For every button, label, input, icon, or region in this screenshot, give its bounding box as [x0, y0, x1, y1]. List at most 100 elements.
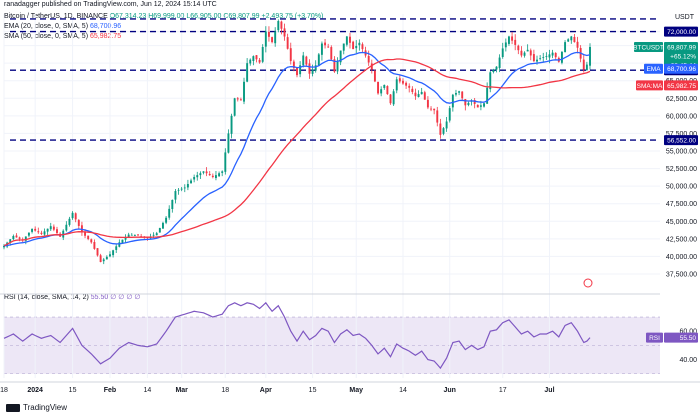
candle-body — [573, 36, 576, 43]
candle-body — [158, 228, 161, 233]
candle-body — [398, 78, 401, 82]
candle-body — [137, 234, 139, 236]
candle-body — [277, 21, 280, 31]
sma-legend[interactable]: SMA (50, close, 0, SMA, 5) 65,982.75 — [4, 32, 121, 42]
candle-body — [392, 91, 395, 105]
candle-body — [380, 89, 383, 94]
candle-body — [545, 56, 548, 57]
candle-body — [330, 47, 333, 60]
rsi-tick-label: 40.00 — [679, 357, 697, 364]
candle-body — [386, 86, 389, 95]
candle-body — [296, 67, 298, 76]
candle-body — [389, 94, 392, 104]
x-tick-label: Mar — [175, 387, 188, 394]
candle-body — [289, 48, 292, 62]
candle-body — [264, 31, 267, 47]
candle-body — [99, 255, 102, 263]
sma-badge-bg — [664, 80, 698, 91]
x-tick-label: 18 — [0, 387, 8, 394]
candle-body — [27, 232, 30, 236]
candle-body — [34, 228, 37, 231]
candle-body — [302, 55, 305, 66]
candle-body — [105, 256, 108, 260]
y-tick-label: 37,500.00 — [666, 271, 697, 278]
candle-body — [560, 51, 563, 63]
candle-body — [258, 59, 261, 63]
candle-body — [130, 234, 133, 236]
candle-body — [417, 94, 420, 97]
candle-body — [124, 237, 127, 240]
candle-body — [261, 47, 264, 62]
candle-body — [520, 50, 523, 56]
candle-body — [414, 92, 417, 97]
candle-body — [585, 64, 588, 71]
candle-body — [576, 41, 579, 48]
ema-tag-text: EMA — [646, 66, 661, 73]
symbol-title[interactable]: Bitcoin / TetherUS, 1D, BINANCE — [4, 13, 108, 20]
x-tick-label: Jul — [544, 387, 554, 394]
candle-body — [420, 91, 423, 95]
candle-body — [324, 42, 327, 46]
candle-body — [186, 184, 189, 188]
y-tick-label: 62,500.00 — [666, 96, 697, 103]
candle-body — [448, 108, 451, 121]
candle-body — [299, 65, 302, 75]
candle-body — [461, 91, 464, 99]
rsi-tag-bg — [646, 332, 663, 343]
event-flag-icon — [583, 278, 593, 288]
candle-body — [224, 152, 227, 172]
candle-body — [305, 56, 308, 65]
candle-body — [84, 231, 87, 236]
candle-body — [489, 72, 492, 90]
tradingview-watermark[interactable]: TradingView — [6, 403, 67, 412]
y-tick-label: 42,500.00 — [666, 236, 697, 243]
candle-body — [476, 104, 479, 108]
sma-tag-bg — [636, 80, 663, 91]
candle-body — [367, 56, 370, 63]
candle-body — [96, 248, 99, 256]
candle-body — [345, 36, 348, 45]
misc-layer — [583, 278, 593, 288]
candle-body — [190, 180, 192, 184]
candle-body — [339, 50, 342, 63]
x-tick-label: Jun — [444, 387, 456, 394]
candle-body — [308, 63, 311, 74]
candle-body — [202, 171, 205, 173]
candle-body — [564, 42, 567, 52]
level-badge-bg — [664, 26, 698, 37]
x-tick-label: Apr — [260, 387, 272, 394]
ema-legend[interactable]: EMA (20, close, 0, SMA, 5) 68,700.96 — [4, 22, 121, 32]
candle-body — [402, 80, 404, 84]
candle-body — [109, 254, 111, 257]
candle-body — [286, 37, 289, 49]
candle-body — [252, 56, 255, 62]
candle-body — [233, 98, 236, 116]
candle-body — [292, 61, 295, 69]
candle-body — [483, 103, 485, 107]
candle-body — [118, 242, 121, 247]
candle-body — [87, 235, 90, 240]
candle-body — [31, 228, 34, 232]
ema-legend-label: EMA (20, close, 0, SMA, 5) — [4, 23, 89, 30]
candle-body — [504, 42, 507, 48]
sma-badge-text: 65,982.75 — [667, 83, 696, 90]
candle-body — [90, 239, 93, 243]
candle-body — [49, 226, 52, 230]
candle-body — [171, 199, 174, 210]
y-tick-label: 47,500.00 — [666, 201, 697, 208]
candle-body — [464, 98, 467, 106]
candle-body — [582, 59, 585, 70]
candle-body — [532, 54, 535, 62]
candle-body — [529, 50, 532, 56]
candle-body — [177, 189, 180, 191]
rsi-legend[interactable]: RSI (14, close, SMA, 14, 2) 55.50 ∅ ∅ ∅ … — [4, 293, 140, 303]
candle-body — [243, 81, 245, 102]
candle-body — [37, 231, 40, 233]
candle-body — [361, 44, 364, 50]
candle-body — [115, 246, 118, 250]
ema-badge-text: 68,700.96 — [667, 66, 696, 73]
candle-body — [495, 66, 498, 70]
rsi-line — [3, 301, 591, 370]
symbol-badge-bg — [634, 41, 663, 52]
